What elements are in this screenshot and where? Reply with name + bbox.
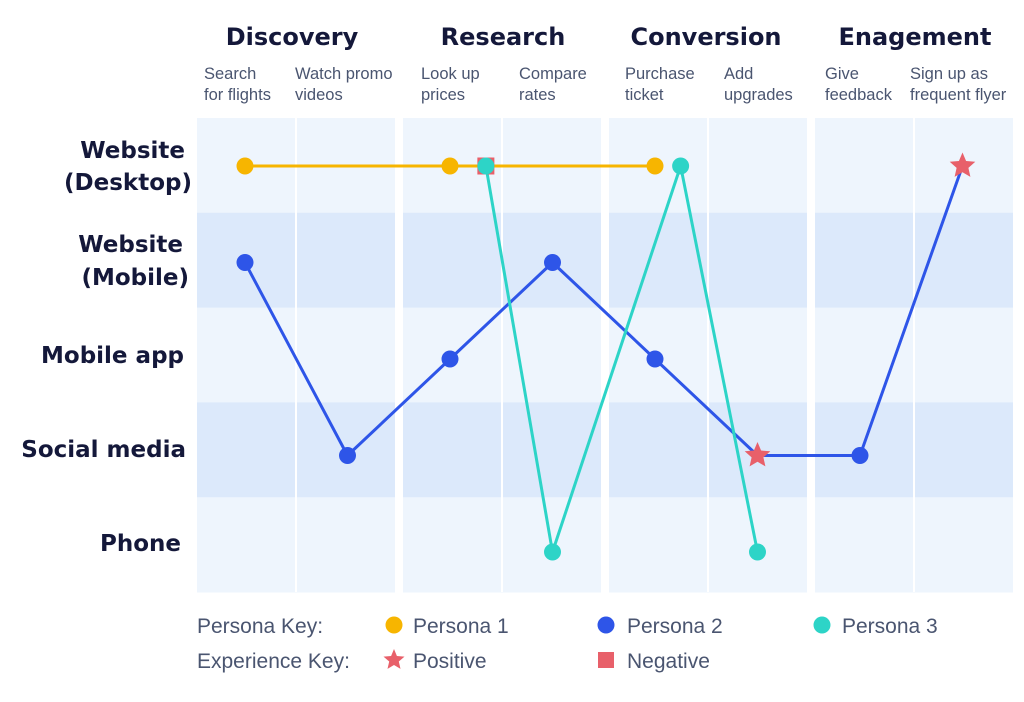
persona2-positive-star-marker [744, 442, 771, 467]
persona-paths [243, 164, 964, 554]
step-label-compare-line2: rates [519, 86, 556, 104]
persona2-positive-star-marker [949, 152, 976, 177]
legend-persona-key-label: Persona Key: [197, 615, 323, 638]
legend-negative-label: Negative [627, 650, 710, 673]
step-label-promo-line2: videos [295, 86, 343, 104]
phase-title-research: Research [441, 23, 566, 51]
legend-negative-square-icon [598, 652, 614, 668]
persona2-point [236, 254, 254, 271]
journey-markers [236, 152, 976, 561]
persona2-point [441, 350, 459, 368]
channel-label-mobile-line2: (Mobile) [81, 265, 189, 291]
channel-label-desktop-line1: Website [80, 138, 185, 164]
persona2-path [243, 165, 964, 457]
legend-persona-1-dot [385, 616, 403, 634]
persona3-point [477, 157, 495, 175]
step-label-search-line2: for flights [204, 86, 271, 104]
channel-label-social-media: Social media [21, 437, 186, 463]
channel-label-desktop-line2: (Desktop) [64, 170, 192, 196]
step-label-lookup-line2: prices [421, 86, 465, 104]
persona2-point [851, 447, 869, 464]
persona2-point [339, 447, 356, 464]
legend-persona-1-label: Persona 1 [413, 615, 509, 638]
legend-persona-2-label: Persona 2 [627, 615, 723, 638]
step-label-signup-line2: frequent flyer [910, 86, 1007, 104]
legend-persona-2-dot [597, 616, 615, 634]
persona1-point [646, 157, 664, 175]
persona3-path [484, 164, 759, 554]
step-label-signup-line1: Sign up as [910, 65, 988, 83]
channel-label-phone: Phone [100, 531, 181, 557]
persona3-point [544, 543, 561, 561]
step-label-feedback-line2: feedback [825, 86, 893, 104]
legend-persona-3-dot [813, 616, 831, 634]
persona3-point [672, 157, 690, 175]
grid-dividers [295, 118, 915, 592]
phase-title-engagement: Enagement [839, 23, 992, 51]
phase-title-discovery: Discovery [226, 23, 359, 51]
persona1-point [441, 157, 459, 175]
step-label-upgrades-line1: Add [724, 65, 753, 83]
step-label-lookup-line1: Look up [421, 65, 480, 83]
channel-label-mobile-app: Mobile app [41, 343, 184, 369]
legend-experience-key-label: Experience Key: [197, 650, 350, 673]
persona2-point [544, 254, 561, 271]
legend-persona-3-label: Persona 3 [842, 615, 938, 638]
persona3-point [749, 543, 766, 561]
phase-title-conversion: Conversion [630, 23, 781, 51]
step-label-promo-line1: Watch promo [295, 65, 393, 83]
step-label-upgrades-line2: upgrades [724, 86, 793, 104]
step-label-compare-line1: Compare [519, 65, 587, 83]
channel-bands [197, 118, 1013, 593]
legend-positive-star-icon [383, 649, 405, 669]
persona2-point [646, 350, 664, 368]
step-label-feedback-line1: Give [825, 65, 859, 83]
legend-positive-label: Positive [413, 650, 487, 673]
persona1-point [236, 157, 254, 175]
legend: Persona Key: Persona 1 Persona 2 Persona… [197, 615, 938, 673]
channel-label-mobile-line1: Website [78, 232, 183, 258]
step-label-purchase-line1: Purchase [625, 65, 695, 83]
step-label-search-line1: Search [204, 65, 256, 83]
step-label-purchase-line2: ticket [625, 86, 664, 104]
